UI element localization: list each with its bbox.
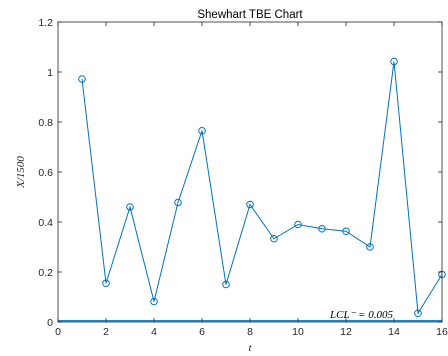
y-tick-label: 1.2: [38, 17, 53, 29]
x-tick-label: 0: [55, 326, 61, 338]
data-point: [150, 297, 158, 306]
y-tick-label: 1: [47, 67, 53, 79]
plot-background: [58, 22, 442, 322]
data-point: [414, 309, 422, 318]
data-point: [78, 75, 86, 83]
data-point: [102, 279, 110, 288]
x-tick-label: 8: [247, 326, 253, 338]
x-tick-label: 6: [199, 326, 205, 338]
axes-layer: 0 2 4 6 8 10 12 14 16 0 0.2 0.4 0.6 0.8 1 1.2: [38, 17, 448, 338]
data-point: [366, 243, 374, 251]
y-tick-label: 0: [47, 317, 53, 329]
x-tick-label: 14: [388, 326, 400, 338]
data-point: [198, 126, 206, 135]
x-tick-label: 12: [340, 326, 352, 338]
x-tick-label: 16: [436, 326, 448, 338]
data-point: [222, 280, 230, 289]
series-line: [81, 61, 443, 315]
y-axis-label: X/1500: [15, 156, 27, 189]
y-tick-label: 0.6: [38, 167, 53, 179]
data-point: [342, 227, 350, 236]
y-tick-label: 0.4: [38, 217, 53, 229]
data-point: [318, 224, 326, 233]
x-tick-label: 4: [151, 326, 157, 338]
data-point: [174, 198, 182, 207]
data-point: [126, 203, 134, 211]
lcl-annotation: LCL⁻ = 0.005: [329, 309, 394, 321]
y-tick-label: 0.2: [38, 267, 53, 279]
x-tick-label: 10: [292, 326, 304, 338]
x-tick-label: 2: [103, 326, 109, 338]
data-point: [390, 57, 398, 66]
y-tick-label: 0.8: [38, 117, 53, 129]
chart-title: Shewhart TBE Chart: [197, 9, 303, 21]
data-point: [270, 234, 278, 243]
data-point: [294, 220, 302, 229]
x-axis-label: t: [248, 342, 252, 354]
data-point: [246, 200, 254, 209]
